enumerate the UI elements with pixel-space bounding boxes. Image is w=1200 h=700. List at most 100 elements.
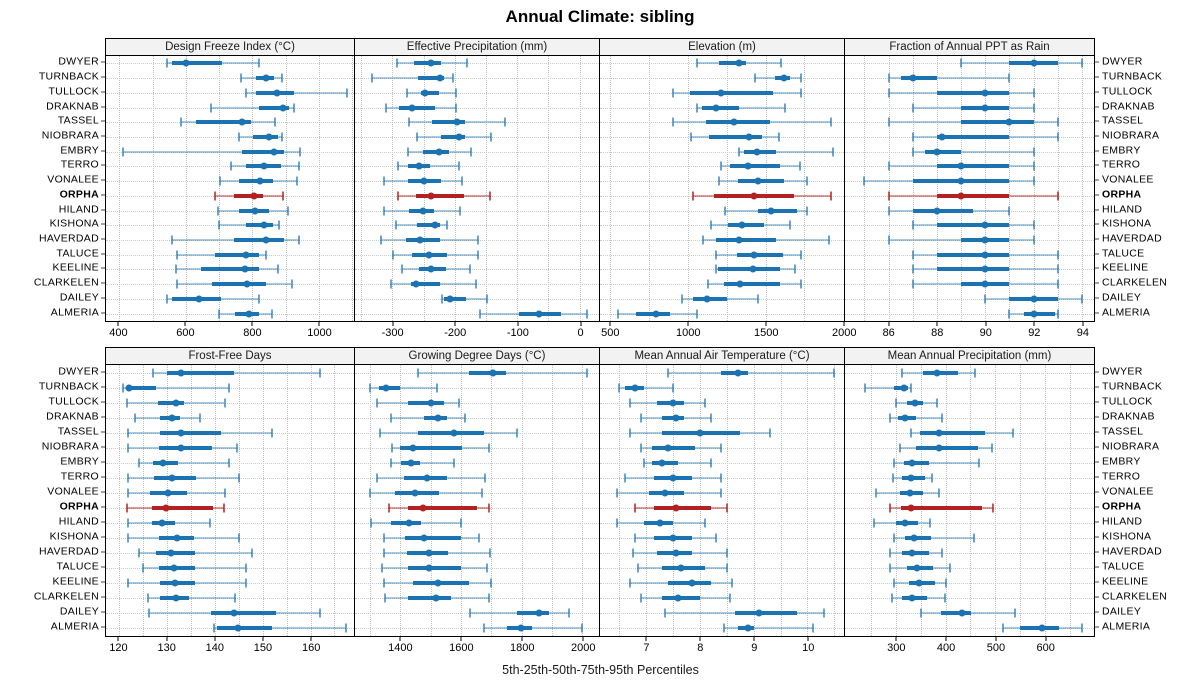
whisker-cap [138,458,141,468]
x-tick-label: 1600 [449,642,474,654]
whisker-cap [1056,191,1059,201]
station-label-tassel: TASSEL [1102,114,1144,127]
horizontal-gridline [600,628,844,630]
whisker-cap [457,398,460,408]
whisker-cap [586,309,589,319]
panel-design-freeze-index-c-: Design Freeze Index (°C) 400 600 800 1000 [105,38,355,342]
vertical-gridline [454,56,456,321]
station-label-dailey: DAILEY [59,605,99,618]
x-tick-label: 600 [1036,642,1055,654]
whisker-cap [911,220,914,230]
station-label-turnback: TURNBACK [1102,380,1163,393]
horizontal-gridline [355,553,599,555]
panel-frost-free-days: Frost-Free Days 120 130 140 150 160 [105,347,355,657]
whisker-cap [459,518,462,528]
horizontal-gridline [106,402,354,404]
horizontal-gridline [106,298,354,300]
median-dot-embry [435,148,443,156]
whisker-cap [1032,161,1035,171]
station-label-terro: TERRO [60,470,99,483]
whisker-cap [634,503,637,513]
horizontal-gridline [355,628,599,630]
vertical-gridline [753,365,755,636]
x-tick-label: 400 [109,327,128,339]
median-dot-orpha [427,192,435,200]
whisker-cap [371,73,374,83]
horizontal-gridline [845,628,1094,630]
horizontal-gridline [106,210,354,212]
whisker-cap [757,294,760,304]
station-label-taluce: TALUCE [56,247,99,260]
whisker-cap [666,368,669,378]
vertical-gridline [945,365,947,636]
x-tick-label: 1000 [676,327,701,339]
median-dot-clarkelen [243,280,251,288]
whisker-cap [384,593,387,603]
horizontal-gridline [106,78,354,80]
median-dot-clarkelen [412,280,420,288]
horizontal-gridline [355,92,599,94]
station-tick [1095,164,1099,166]
iqr-bar-dwyer [719,61,746,66]
median-dot-embry [407,459,415,467]
whisker-cap [892,458,895,468]
vertical-gridline [214,365,216,636]
station-tick [101,91,105,93]
whisker-cap [271,428,274,438]
station-tick [101,253,105,255]
whisker-turnback [123,386,230,389]
x-axis: 7 8 9 10 [600,637,845,657]
median-dot-turnback [382,384,390,392]
whisker-cap [235,443,238,453]
median-dot-clarkelen [432,594,440,602]
iqr-bar-draknab [701,105,739,110]
station-tick [1095,416,1099,418]
whisker-cap [276,264,279,274]
whisker-cap [973,533,976,543]
median-dot-turnback [900,384,908,392]
station-label-tassel: TASSEL [1102,425,1144,438]
station-label-niobrara: NIOBRARA [41,129,99,142]
x-tick [251,322,253,326]
whisker-cap [777,132,780,142]
iqr-bar-vonalee [239,179,273,184]
median-dot-niobrara [935,444,943,452]
whisker-cap [664,608,667,618]
vertical-gridline [423,56,425,321]
iqr-bar-tassel [919,430,986,435]
whisker-cap [715,250,718,260]
horizontal-gridline [845,477,1094,479]
whisker-cap [672,88,675,98]
whisker-cap [892,533,895,543]
whisker-cap [696,103,699,113]
horizontal-gridline [355,523,599,525]
median-dot-vonalee [754,177,762,185]
whisker-cap [909,383,912,393]
station-tick [1095,401,1099,403]
whisker-cap [121,147,124,157]
whisker-cap [615,488,618,498]
median-dot-kishona [910,534,918,542]
vertical-gridline [361,56,363,321]
whisker-cap [127,443,130,453]
x-tick-label: 94 [1076,327,1089,339]
whisker-cap [223,398,226,408]
panel-row-0: DWYER TURNBACK TULLOCK DRAKNAB TASSEL NIOBRAR… [20,38,1199,342]
whisker-cap [344,623,347,633]
median-dot-terro [957,162,965,170]
median-dot-niobrara [409,444,417,452]
whisker-cap [720,161,723,171]
vertical-gridline [191,365,193,636]
whisker-cap [1056,264,1059,274]
station-tick [101,506,105,508]
whisker-cap [891,593,894,603]
median-dot-terro [260,162,268,170]
whisker-cap [949,563,952,573]
iqr-bar-niobrara [651,445,695,450]
whisker-cap [297,235,300,245]
station-label-dailey: DAILEY [59,291,99,304]
median-dot-taluce [677,564,685,572]
whisker-embry [122,150,301,153]
horizontal-gridline [355,269,599,271]
panel-elevation-m-: Elevation (m) 500 1000 1500 2000 [600,38,856,342]
